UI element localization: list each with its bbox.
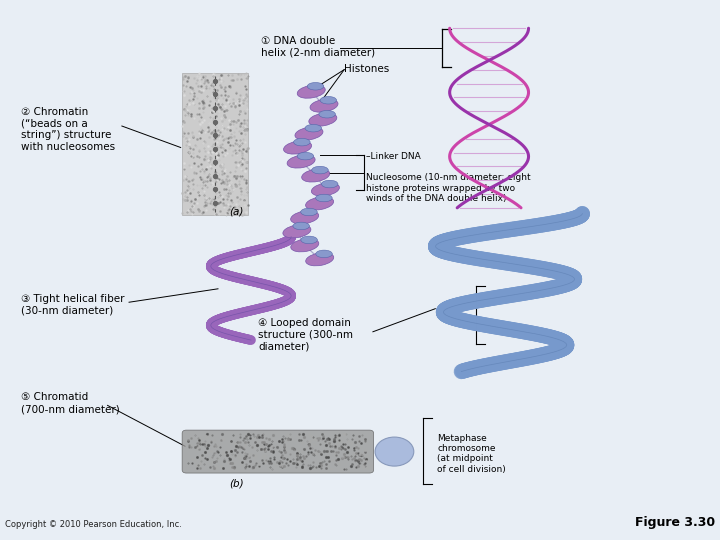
Ellipse shape — [305, 124, 322, 132]
Ellipse shape — [294, 138, 310, 146]
Ellipse shape — [306, 253, 334, 266]
Ellipse shape — [319, 111, 336, 118]
Text: ② Chromatin
(“beads on a
string”) structure
with nucleosomes: ② Chromatin (“beads on a string”) struct… — [22, 107, 116, 152]
Ellipse shape — [312, 166, 328, 174]
Ellipse shape — [305, 197, 333, 210]
Ellipse shape — [316, 250, 332, 258]
Ellipse shape — [375, 437, 414, 466]
Ellipse shape — [291, 239, 319, 252]
Ellipse shape — [297, 152, 314, 160]
Text: (b): (b) — [230, 479, 244, 489]
Text: –Linker DNA: –Linker DNA — [366, 152, 420, 160]
Ellipse shape — [315, 194, 332, 202]
Ellipse shape — [291, 211, 319, 224]
Text: (a): (a) — [230, 207, 244, 217]
Ellipse shape — [307, 83, 324, 90]
Ellipse shape — [321, 180, 338, 188]
Ellipse shape — [284, 141, 312, 154]
Text: Figure 3.30: Figure 3.30 — [635, 516, 715, 529]
Ellipse shape — [302, 169, 330, 182]
Ellipse shape — [287, 155, 315, 168]
Text: Copyright © 2010 Pearson Education, Inc.: Copyright © 2010 Pearson Education, Inc. — [5, 520, 182, 529]
Text: ⑤ Chromatid
(700-nm diameter): ⑤ Chromatid (700-nm diameter) — [22, 393, 120, 414]
Text: ③ Tight helical fiber
(30-nm diameter): ③ Tight helical fiber (30-nm diameter) — [22, 294, 125, 316]
Ellipse shape — [297, 85, 325, 98]
FancyBboxPatch shape — [182, 430, 374, 473]
Ellipse shape — [301, 208, 318, 216]
Ellipse shape — [301, 236, 318, 244]
Text: ④ Looped domain
structure (300-nm
diameter): ④ Looped domain structure (300-nm diamet… — [258, 318, 353, 351]
Ellipse shape — [310, 99, 338, 112]
Ellipse shape — [311, 183, 339, 196]
Ellipse shape — [293, 222, 310, 230]
Text: Nucleosome (10-nm diameter; eight
histone proteins wrapped by two
winds of the D: Nucleosome (10-nm diameter; eight histon… — [366, 173, 531, 203]
FancyBboxPatch shape — [182, 73, 248, 215]
Ellipse shape — [283, 225, 311, 238]
Ellipse shape — [320, 97, 336, 104]
Text: Histones: Histones — [344, 64, 390, 73]
Text: ① DNA double
helix (2-nm diameter): ① DNA double helix (2-nm diameter) — [261, 36, 375, 58]
Text: Metaphase
chromosome
(at midpoint
of cell division): Metaphase chromosome (at midpoint of cel… — [438, 434, 506, 474]
Ellipse shape — [309, 113, 337, 126]
Ellipse shape — [295, 127, 323, 140]
